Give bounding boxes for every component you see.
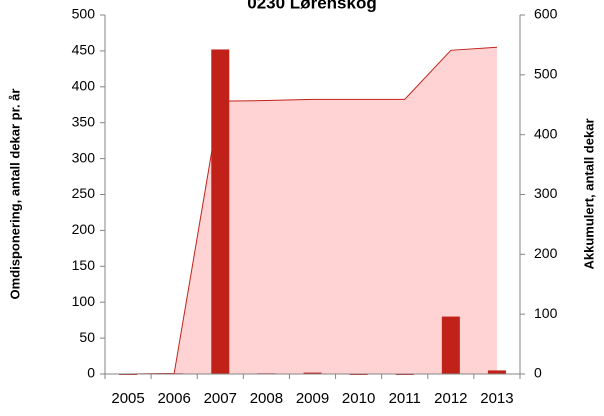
x-tick-label: 2006: [157, 390, 190, 407]
y2-axis-label: Akkumulert, antall dekar: [581, 119, 596, 270]
y-tick-label: 450: [72, 42, 96, 58]
y2-tick-label: 200: [534, 245, 558, 261]
y-tick-label: 0: [87, 365, 95, 381]
x-tick-label: 2007: [204, 390, 237, 407]
bar: [487, 370, 506, 374]
y-tick-label: 250: [72, 185, 96, 201]
y-tick-label: 100: [72, 293, 96, 309]
y2-tick-label: 500: [534, 66, 558, 82]
y2-tick-label: 0: [534, 365, 542, 381]
y-tick-label: 400: [72, 78, 96, 94]
y-tick-label: 350: [72, 113, 96, 129]
bar: [441, 316, 460, 374]
area: [128, 47, 497, 375]
y-tick-label: 50: [79, 329, 95, 345]
y2-tick-label: 600: [534, 6, 558, 22]
x-tick-label: 2013: [480, 390, 513, 407]
bar: [303, 372, 322, 374]
x-tick-label: 2009: [296, 390, 329, 407]
x-tick-label: 2011: [389, 390, 421, 407]
y-axis-label: Omdisponering, antall dekar pr. år: [7, 89, 22, 300]
y2-tick-label: 100: [534, 305, 558, 321]
x-tick-label: 2008: [250, 390, 283, 407]
y2-tick-label: 400: [534, 125, 558, 141]
x-tick-label: 2012: [434, 390, 467, 407]
area-line: [128, 46, 497, 375]
y-tick-label: 150: [72, 257, 96, 273]
y-tick-label: 200: [72, 221, 96, 237]
y-tick-label: 300: [72, 149, 96, 165]
y2-tick-label: 300: [534, 185, 558, 201]
y-tick-label: 500: [72, 6, 96, 22]
x-tick-label: 2010: [342, 390, 375, 407]
chart-title: 0230 Lørenskog: [247, 0, 376, 12]
bar: [211, 49, 230, 375]
x-tick-label: 2005: [111, 390, 144, 407]
